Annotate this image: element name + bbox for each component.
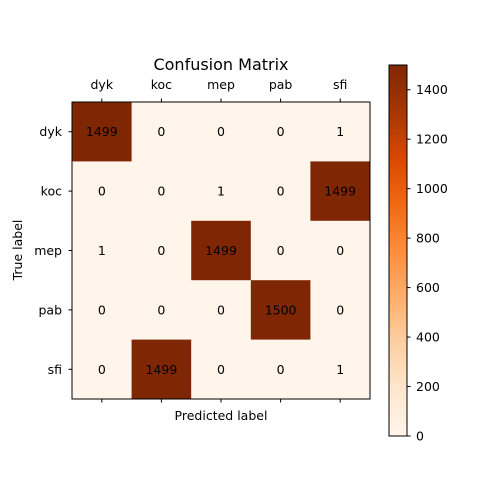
colorbar-tick-label: 600	[416, 280, 440, 295]
heatmap-cell	[250, 161, 311, 222]
x-axis-ticks: dyk koc mep pab sfi	[91, 77, 347, 403]
cell-value-label: 1499	[86, 124, 118, 139]
colorbar	[388, 64, 408, 437]
y-tick-label: koc	[41, 184, 62, 199]
x-axis-label: Predicted label	[175, 408, 268, 423]
colorbar-tick-label: 1000	[416, 181, 448, 196]
colorbar-tick-label: 0	[416, 429, 424, 444]
y-axis-label: True label	[10, 220, 25, 282]
heatmap-cell-labels: 1499 0 0 0 1 0 0 1 0 1499 1 0 1499 0 0 0 0 0 1500 0 0 1499 0 0 1	[86, 124, 356, 377]
heatmap-cell	[72, 161, 133, 222]
heatmap-cell	[250, 339, 311, 400]
heatmap-cell	[250, 102, 311, 162]
heatmap-cell	[310, 161, 371, 222]
cell-value-label: 1	[98, 243, 106, 258]
heatmap-cell	[72, 339, 133, 400]
cell-value-label: 1499	[145, 362, 177, 377]
cell-value-label: 0	[157, 243, 165, 258]
heatmap-cell	[310, 339, 371, 400]
heatmap-cell	[72, 220, 133, 281]
y-tick-label: dyk	[39, 124, 62, 139]
colorbar-tick-label: 800	[416, 231, 440, 246]
colorbar-ticks: 0 200 400 600 800 1000 1200 1400	[407, 82, 448, 444]
cell-value-label: 0	[157, 184, 165, 199]
cell-value-label: 1499	[205, 243, 237, 258]
heatmap-cell	[191, 339, 252, 400]
y-tick-label: pab	[38, 302, 62, 317]
cell-value-label: 1500	[265, 302, 297, 317]
cell-value-label: 0	[277, 124, 285, 139]
heatmap-cell	[191, 102, 252, 162]
cell-value-label: 0	[98, 362, 106, 377]
colorbar-tick-label: 200	[416, 379, 440, 394]
x-tick-label: sfi	[333, 77, 347, 92]
heatmap-cell	[250, 220, 311, 281]
x-tick-label: mep	[207, 77, 235, 92]
cell-value-label: 0	[217, 362, 225, 377]
cell-value-label: 0	[277, 184, 285, 199]
cell-value-label: 1499	[324, 184, 356, 199]
heatmap-cell	[310, 220, 371, 281]
heatmap-cell	[131, 339, 192, 400]
heatmap-cell	[191, 280, 252, 341]
heatmap-cell	[72, 102, 133, 162]
heatmap-cell	[72, 280, 133, 341]
cell-value-label: 0	[157, 124, 165, 139]
heatmap-cell	[310, 280, 371, 341]
y-tick-label: mep	[34, 243, 62, 258]
cell-value-label: 0	[98, 184, 106, 199]
cell-value-label: 1	[336, 362, 344, 377]
colorbar-tick-label: 400	[416, 330, 440, 345]
heatmap-cell	[131, 280, 192, 341]
heatmap-cell	[131, 161, 192, 222]
heatmap-cells	[72, 102, 371, 400]
cell-value-label: 0	[217, 124, 225, 139]
chart-title: Confusion Matrix	[153, 55, 288, 74]
x-tick-label: dyk	[91, 77, 114, 92]
heatmap-cell	[191, 220, 252, 281]
cell-value-label: 0	[336, 243, 344, 258]
colorbar-tick-label: 1400	[416, 82, 448, 97]
cell-value-label: 1	[217, 184, 225, 199]
x-tick-label: pab	[269, 77, 293, 92]
cell-value-label: 0	[277, 243, 285, 258]
cell-value-label: 0	[277, 362, 285, 377]
y-axis-ticks: dyk koc mep pab sfi	[34, 124, 72, 377]
y-tick-label: sfi	[48, 362, 62, 377]
cell-value-label: 0	[336, 302, 344, 317]
heatmap-cell	[310, 102, 371, 162]
heatmap-cell	[250, 280, 311, 341]
cell-value-label: 1	[336, 124, 344, 139]
x-tick-label: koc	[151, 77, 172, 92]
cell-value-label: 0	[98, 302, 106, 317]
colorbar-tick-label: 1200	[416, 132, 448, 147]
heatmap-cell	[191, 161, 252, 222]
cell-value-label: 0	[217, 302, 225, 317]
heatmap-cell	[131, 220, 192, 281]
cell-value-label: 0	[157, 302, 165, 317]
heatmap-cell	[131, 102, 192, 162]
